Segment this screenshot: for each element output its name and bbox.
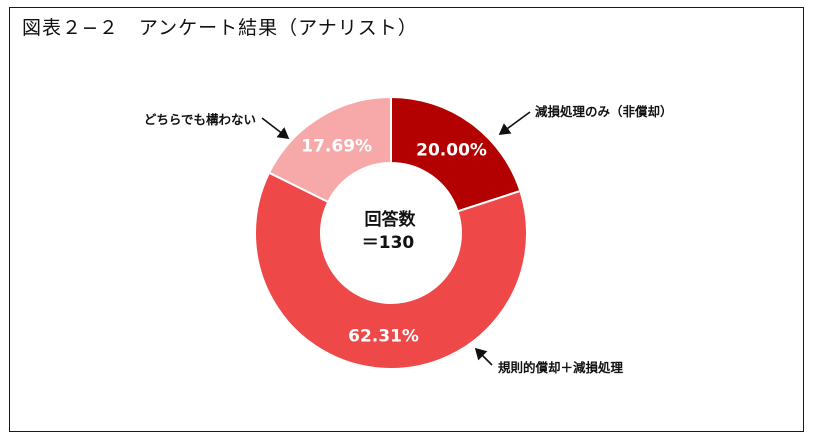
donut-slice-either	[267, 95, 392, 204]
center-label-count-title: 回答数	[365, 209, 417, 230]
slice-label-amortization-impairment: 規則的償却＋減損処理	[498, 360, 624, 375]
donut-slices	[254, 95, 528, 370]
pct-label-either: 17.69%	[301, 137, 372, 157]
center-label-count-value: ＝130	[362, 233, 415, 253]
percentage-labels: 20.00% 62.31% 17.69%	[301, 137, 487, 347]
leader-arrow-impairment-only	[498, 111, 531, 135]
leader-arrow-either	[261, 117, 290, 139]
slice-label-impairment-only: 減損処理のみ（非償却）	[535, 104, 673, 119]
pct-label-impairment-only: 20.00%	[416, 141, 487, 161]
slice-label-either: どちらでも構わない	[144, 112, 256, 127]
donut-slice-impairment-only	[390, 95, 522, 213]
figure-title: 図表２−２ アンケート結果（アナリスト）	[22, 17, 418, 39]
donut-slice-amortization-impairment	[254, 171, 528, 370]
pct-label-amortization-impairment: 62.31%	[348, 327, 419, 347]
leader-arrow-amortization-impairment	[474, 347, 493, 366]
